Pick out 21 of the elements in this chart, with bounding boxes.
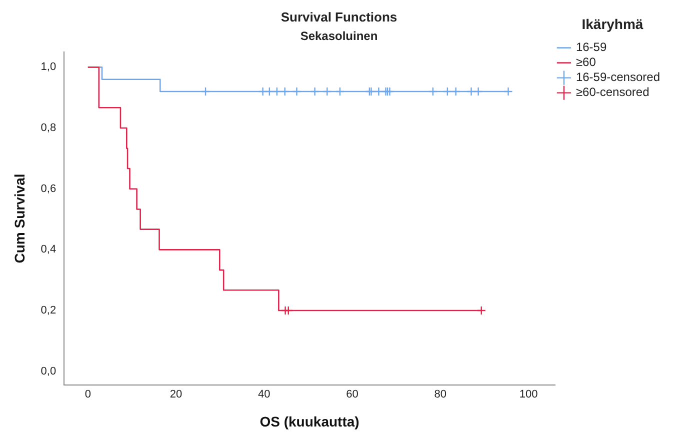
legend-title: Ikäryhmä — [582, 16, 644, 32]
y-tick-label: 0,6 — [40, 182, 56, 195]
legend-label: 16-59 — [576, 40, 607, 54]
x-axis-title: OS (kuukautta) — [260, 413, 360, 430]
legend-label: 16-59-censored — [576, 70, 660, 84]
x-tick-label: 0 — [84, 388, 91, 401]
chart-title: Survival Functions — [280, 9, 398, 24]
x-tick-label: 80 — [434, 388, 447, 401]
legend-label: ≥60 — [576, 55, 596, 70]
y-tick-label: 1,0 — [40, 61, 56, 74]
chart-subtitle: Sekasoluinen — [300, 29, 378, 44]
x-tick-label: 40 — [258, 388, 270, 401]
y-tick-label: 0,8 — [40, 122, 56, 134]
x-tick-label: 60 — [346, 388, 358, 401]
y-tick-label: 0,0 — [40, 365, 56, 378]
y-tick-label: 0,2 — [40, 304, 56, 317]
legend-label: ≥60-censored — [576, 85, 650, 100]
y-tick-label: 0,4 — [40, 244, 56, 256]
x-tick-label: 20 — [170, 388, 182, 401]
x-tick-label: 100 — [519, 388, 538, 401]
y-axis-title: Cum Survival — [11, 174, 28, 264]
